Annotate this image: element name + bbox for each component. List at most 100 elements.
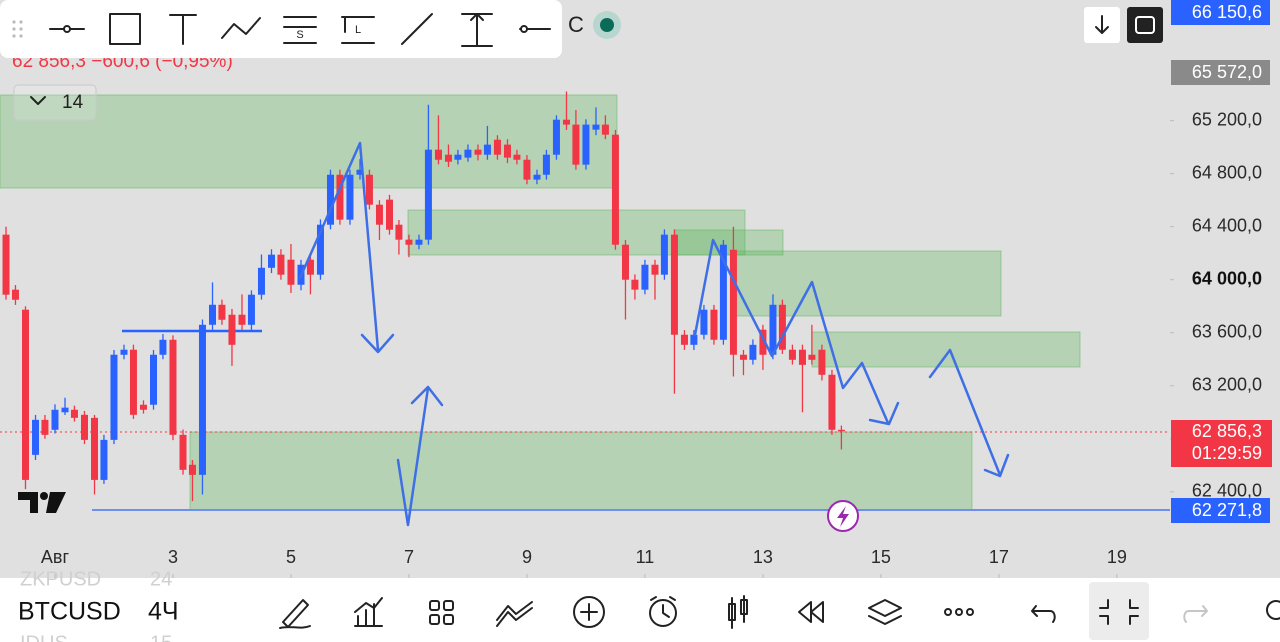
crosshair-label: 65 572,0 xyxy=(1192,62,1262,82)
high-label-bg xyxy=(1171,0,1270,25)
candle-body xyxy=(769,304,777,355)
level-label: 62 271,8 xyxy=(1192,500,1262,520)
y-tick-label: 64 000,0 xyxy=(1192,268,1262,288)
symbol[interactable]: BTCUSD xyxy=(18,598,121,626)
candle-body xyxy=(710,309,718,340)
candle-body xyxy=(198,324,206,475)
arrow xyxy=(928,348,1002,477)
candle-body xyxy=(32,419,40,455)
y-tick-label: 63 600,0 xyxy=(1192,321,1262,341)
candle-body xyxy=(483,144,491,155)
candle-body xyxy=(454,154,462,160)
tool-horizontal-ray[interactable] xyxy=(49,25,85,33)
candle-body xyxy=(523,159,531,180)
x-tick-label: 19 xyxy=(1107,547,1127,567)
candle-body xyxy=(778,304,786,350)
candle-body xyxy=(415,239,423,245)
interval[interactable]: 4Ч xyxy=(148,598,179,626)
drag-handle xyxy=(12,20,23,38)
candle-body xyxy=(11,289,19,300)
candle-body xyxy=(100,439,108,480)
candle-body xyxy=(837,429,845,432)
templates-button[interactable] xyxy=(429,600,454,625)
candle-body xyxy=(670,234,678,335)
x-tick-label: 9 xyxy=(522,547,532,567)
arrow xyxy=(298,141,380,352)
candle-body xyxy=(424,149,432,240)
x-tick-label: 3 xyxy=(168,547,178,567)
candle-body xyxy=(139,404,147,410)
replay-button[interactable] xyxy=(798,601,824,623)
candle-body xyxy=(385,199,393,230)
x-tick-label: 7 xyxy=(404,547,414,567)
candle-body xyxy=(169,339,177,435)
search-button[interactable] xyxy=(1266,600,1280,620)
x-tick-label: 5 xyxy=(286,547,296,567)
y-tick-label: 63 200,0 xyxy=(1192,375,1262,395)
x-tick-label: 13 xyxy=(753,547,773,567)
candle-body xyxy=(179,434,187,470)
candle-body xyxy=(80,414,88,440)
candle-body xyxy=(464,149,472,158)
draw-button[interactable] xyxy=(279,599,311,629)
tool-ray[interactable] xyxy=(519,25,551,33)
compare-button[interactable] xyxy=(496,601,533,627)
tool-path[interactable] xyxy=(221,17,261,39)
candle-body xyxy=(434,149,442,160)
tool-rectangle[interactable] xyxy=(109,13,141,45)
countdown-label: 01:29:59 xyxy=(1192,443,1262,463)
arrow xyxy=(396,386,430,527)
candle-body xyxy=(592,124,600,130)
plot-area xyxy=(0,0,1280,578)
candle-body xyxy=(326,174,334,225)
candle-body xyxy=(611,134,619,245)
x-tick-label: Авг xyxy=(41,547,70,567)
x-tick-label: 11 xyxy=(636,547,655,567)
alerts-button[interactable] xyxy=(649,596,677,627)
candle-body xyxy=(798,349,806,365)
candle-body xyxy=(680,334,688,345)
add-button[interactable] xyxy=(573,596,605,628)
candle-body xyxy=(21,309,29,480)
candle-body xyxy=(729,249,737,355)
indicator-toggle[interactable] xyxy=(13,84,97,121)
candle-body xyxy=(287,259,295,285)
candle-body xyxy=(2,234,10,295)
tool-measure[interactable] xyxy=(461,13,493,47)
candle-body xyxy=(129,349,137,415)
y-tick-label: 62 400,0 xyxy=(1192,481,1262,501)
tool-trendline[interactable] xyxy=(401,13,433,45)
candle-body xyxy=(267,254,275,268)
bottom-bar xyxy=(0,578,1280,642)
candle-body xyxy=(631,279,639,290)
tool-long[interactable]: L xyxy=(341,16,375,44)
high-label: 66 150,6 xyxy=(1192,2,1262,22)
redo-button[interactable] xyxy=(1183,605,1209,623)
zone xyxy=(811,331,1081,368)
candle-body xyxy=(110,354,118,440)
candle-body xyxy=(641,264,649,290)
y-tick-label: 65 200,0 xyxy=(1192,109,1262,129)
candle-body xyxy=(61,407,69,413)
layers-button[interactable] xyxy=(868,599,902,625)
alert-bolt xyxy=(837,506,849,527)
arrow-head xyxy=(983,453,1010,478)
undo-button[interactable] xyxy=(1031,605,1056,623)
fullscreen-button[interactable] xyxy=(1127,7,1163,43)
arrow-head xyxy=(410,385,444,407)
candle-body xyxy=(306,259,314,275)
more-button[interactable] xyxy=(944,608,974,616)
y-tick-label: 64 800,0 xyxy=(1192,162,1262,182)
indicators-button[interactable] xyxy=(354,597,383,627)
chart-background xyxy=(0,0,1280,578)
x-tick-label: 15 xyxy=(871,547,891,567)
tool-text[interactable] xyxy=(169,14,197,45)
candle-body xyxy=(542,154,550,175)
candle-body xyxy=(759,329,767,355)
collapse-button[interactable] xyxy=(1089,582,1149,640)
y-tick-label: 64 400,0 xyxy=(1192,215,1262,235)
tool-parallel[interactable]: S xyxy=(283,16,317,44)
chart-type-button[interactable] xyxy=(728,595,748,629)
candle-body xyxy=(533,174,541,180)
zone xyxy=(407,209,746,256)
